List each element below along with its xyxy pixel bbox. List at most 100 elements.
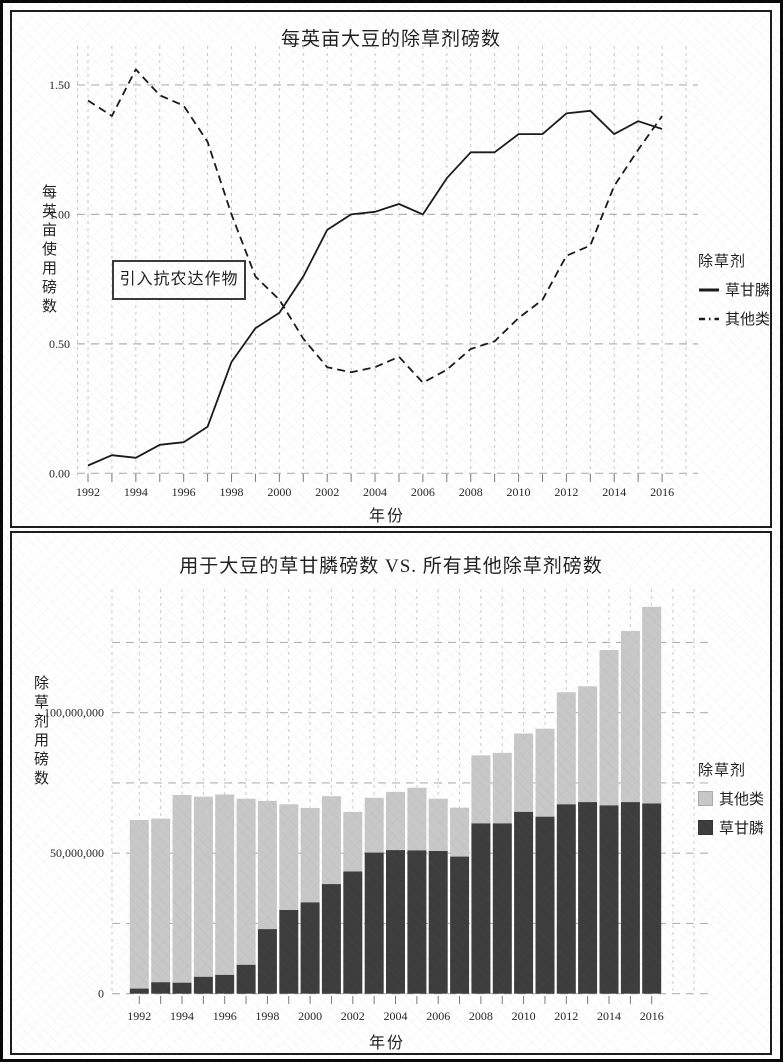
line-chart-panel: 每英亩大豆的除草剂磅数 0.00 0.50 1.00 1.50 1992 1994 1996… <box>10 10 772 528</box>
legend-item-glyphosate: 草甘膦 <box>698 817 764 838</box>
x-tick-label: 1996 <box>172 485 196 499</box>
legend-label: 草甘膦 <box>719 821 765 837</box>
bar-chart-legend: 除草剂 其他类 草甘膦 <box>698 759 764 846</box>
x-axis-title: 年份 <box>368 508 405 525</box>
stacked-bar-chart: 0 50,000,000 100,000,000 1992 1994 1996 1998 20… <box>44 589 712 1023</box>
bar-chart-title: 用于大豆的草甘膦磅数 VS. 所有其他除草剂磅数 <box>179 556 603 577</box>
x-tick-label: 2012 <box>554 1009 578 1023</box>
bar-segment-others <box>300 808 320 903</box>
glyphosate-color-swatch <box>698 820 713 835</box>
bar-segment-glyphosate <box>215 974 235 994</box>
x-tick-label: 2002 <box>315 485 339 499</box>
bar-segment-others <box>514 733 534 812</box>
x-tick-label: 1998 <box>220 485 244 499</box>
bar-chart-panel: 用于大豆的草甘膦磅数 VS. 所有其他除草剂磅数 0 50,000,000 100,… <box>10 531 772 1055</box>
x-tick-label: 1998 <box>255 1009 279 1023</box>
bar-segment-others <box>151 818 171 983</box>
y-tick-label: 0 <box>98 987 104 1001</box>
x-tick-label: 2014 <box>602 485 626 499</box>
bar-segment-others <box>386 791 405 851</box>
bar-segment-glyphosate <box>471 823 491 994</box>
series-line-solid <box>87 109 663 467</box>
bar-segment-others <box>279 804 299 910</box>
bar-segment-others <box>215 794 235 975</box>
bar-segment-others <box>172 795 192 983</box>
annotation-roundup-crops: 引入抗农达作物 <box>112 260 246 300</box>
solid-line-swatch <box>699 288 719 291</box>
x-axis-title: 年份 <box>368 1035 405 1052</box>
bar-segment-glyphosate <box>578 802 598 994</box>
x-tick-label: 2008 <box>469 1009 493 1023</box>
y-axis-title: 每英亩使用磅数 <box>40 184 56 317</box>
legend-item-others: 其他类 <box>698 308 770 329</box>
bar-segment-others <box>578 686 598 803</box>
dash-dot-line-swatch <box>699 317 719 320</box>
x-tick-label: 2006 <box>411 485 435 499</box>
bar-segment-others <box>407 787 427 851</box>
x-tick-label: 2002 <box>341 1009 365 1023</box>
bar-segment-glyphosate <box>450 856 470 994</box>
bar-segment-glyphosate <box>364 852 384 994</box>
legend-label: 其他类 <box>719 792 765 808</box>
bar-segment-glyphosate <box>386 850 405 994</box>
bar-segment-glyphosate <box>407 850 427 994</box>
x-tick-label: 2004 <box>363 485 387 499</box>
x-tick-label: 2016 <box>640 1009 664 1023</box>
y-tick-label: 50,000,000 <box>50 846 104 860</box>
x-tick-label: 1992 <box>76 485 100 499</box>
bar-segment-glyphosate <box>279 910 299 994</box>
legend-title: 除草剂 <box>698 254 747 270</box>
bar-segment-others <box>642 606 662 804</box>
bar-segment-others <box>450 807 470 857</box>
line-chart: 0.00 0.50 1.00 1.50 1992 1994 1996 1998 2000 2002… <box>49 46 698 499</box>
bar-segment-others <box>620 630 640 802</box>
x-tick-label: 2012 <box>554 485 578 499</box>
bar-segment-glyphosate <box>428 851 448 994</box>
bar-segment-others <box>364 797 384 853</box>
line-chart-title: 每英亩大豆的除草剂磅数 <box>280 29 501 50</box>
y-axis-title: 除草剂用磅数 <box>32 675 48 789</box>
legend-label: 其他类 <box>725 312 771 328</box>
bar-segment-glyphosate <box>257 929 277 994</box>
bar-segment-others <box>343 811 363 872</box>
x-tick-label: 1994 <box>170 1009 194 1023</box>
bar-segment-glyphosate <box>236 964 256 994</box>
bar-segment-others <box>599 650 619 806</box>
legend-label: 草甘膦 <box>725 283 771 299</box>
bar-segment-glyphosate <box>514 811 534 994</box>
bar-segment-glyphosate <box>343 871 363 994</box>
bar-segment-others <box>236 798 256 965</box>
bar-segment-others <box>129 820 149 989</box>
bar-segment-others <box>492 752 512 824</box>
bar-segment-glyphosate <box>193 976 213 994</box>
bar-segment-glyphosate <box>129 988 149 994</box>
x-tick-label: 2006 <box>426 1009 450 1023</box>
bar-segment-others <box>321 796 341 885</box>
bar-segment-glyphosate <box>642 803 662 994</box>
bar-segment-glyphosate <box>172 982 192 994</box>
x-tick-label: 2004 <box>384 1009 408 1023</box>
bar-segment-others <box>556 692 576 805</box>
bar-segment-glyphosate <box>151 982 171 994</box>
y-tick-label: 0.50 <box>49 337 70 351</box>
bar-segment-glyphosate <box>556 804 576 994</box>
legend-item-others: 其他类 <box>698 788 764 809</box>
bar-segment-glyphosate <box>300 902 320 994</box>
x-tick-label: 2010 <box>512 1009 536 1023</box>
x-tick-label: 2000 <box>298 1009 322 1023</box>
x-tick-label: 1992 <box>127 1009 151 1023</box>
bar-segment-glyphosate <box>535 816 555 994</box>
y-tick-label: 1.50 <box>49 78 70 92</box>
bar-segment-others <box>535 728 555 817</box>
x-tick-label: 2010 <box>507 485 531 499</box>
bar-segment-others <box>428 798 448 851</box>
x-tick-label: 2016 <box>650 485 674 499</box>
bar-segment-glyphosate <box>321 884 341 994</box>
x-tick-label: 1996 <box>213 1009 237 1023</box>
y-tick-label: 100,000,000 <box>44 706 104 720</box>
legend-title: 除草剂 <box>698 763 747 779</box>
x-tick-label: 1994 <box>124 485 148 499</box>
bar-segment-glyphosate <box>492 823 512 994</box>
bar-segment-glyphosate <box>599 805 619 994</box>
